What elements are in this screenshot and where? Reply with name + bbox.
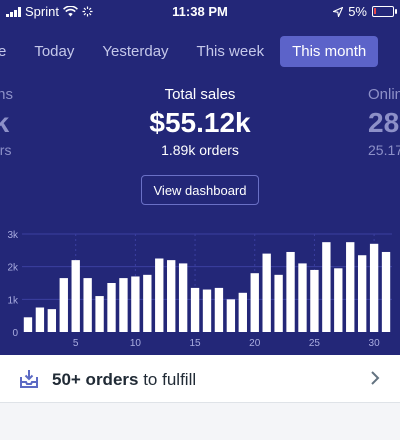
bar-day-7 bbox=[95, 296, 104, 332]
sessions-metric[interactable]: sions 6k sitors bbox=[0, 86, 13, 158]
status-bar: Sprint 11:38 PM 5% bbox=[0, 0, 400, 22]
battery-icon bbox=[372, 6, 397, 17]
x-tick-label: 20 bbox=[249, 338, 261, 349]
date-range-tabs: e Today Yesterday This week This month bbox=[0, 35, 382, 67]
x-tick-label: 5 bbox=[73, 338, 79, 349]
carrier-name: Sprint bbox=[25, 4, 59, 19]
bar-day-15 bbox=[190, 287, 200, 332]
bar-day-16 bbox=[202, 289, 212, 332]
bar-day-28 bbox=[346, 242, 355, 332]
bar-day-12 bbox=[155, 258, 164, 332]
x-tick-label: 25 bbox=[309, 338, 321, 349]
bar-day-4 bbox=[59, 278, 68, 332]
online-sub: 25.17 bbox=[368, 142, 400, 158]
inbox-download-icon bbox=[20, 370, 38, 388]
bar-day-30 bbox=[369, 243, 379, 332]
y-tick-label: 3k bbox=[7, 230, 19, 241]
online-label: Onlin bbox=[368, 86, 400, 103]
view-dashboard-button[interactable]: View dashboard bbox=[141, 175, 259, 205]
bar-day-24 bbox=[298, 263, 307, 332]
bar-day-10 bbox=[131, 276, 140, 332]
bar-day-11 bbox=[143, 274, 152, 332]
bar-day-23 bbox=[286, 251, 295, 332]
fulfill-text: 50+ orders to fulfill bbox=[52, 370, 196, 390]
x-tick-label: 30 bbox=[369, 338, 381, 349]
bar-day-26 bbox=[322, 242, 331, 332]
bar-day-19 bbox=[238, 292, 247, 332]
bar-day-5 bbox=[71, 260, 80, 332]
bar-day-29 bbox=[357, 255, 367, 332]
sessions-label: sions bbox=[0, 86, 14, 103]
bar-day-2 bbox=[35, 307, 45, 332]
bar-day-13 bbox=[167, 260, 176, 332]
x-tick-label: 10 bbox=[130, 338, 142, 349]
chevron-right-icon bbox=[371, 371, 380, 385]
bar-day-20 bbox=[250, 273, 259, 332]
signal-icon bbox=[6, 6, 21, 17]
sales-overview-panel: Sprint 11:38 PM 5% e Today Yesterday Thi… bbox=[0, 0, 400, 355]
bar-day-9 bbox=[119, 278, 128, 332]
battery-percent: 5% bbox=[348, 4, 367, 19]
y-tick-label: 0 bbox=[12, 328, 18, 339]
total-sales-label: Total sales bbox=[164, 86, 236, 103]
tab-yesterday[interactable]: Yesterday bbox=[102, 42, 169, 60]
sessions-sub: sitors bbox=[0, 142, 12, 158]
sessions-value: 6k bbox=[0, 107, 10, 138]
tab-partial[interactable]: e bbox=[0, 42, 7, 60]
bar-day-3 bbox=[47, 309, 57, 332]
total-sales-metric: Total sales $55.12k 1.89k orders bbox=[0, 86, 400, 158]
status-time: 11:38 PM bbox=[172, 4, 228, 19]
sales-bar-chart: 0 1k 2k 3k 5 10 15 20 25 30 bbox=[7, 230, 392, 349]
tab-this-month[interactable]: This month bbox=[280, 35, 379, 67]
fulfill-count: 50+ orders bbox=[52, 370, 139, 389]
bar-day-1 bbox=[23, 317, 33, 332]
y-tick-label: 1k bbox=[7, 295, 19, 306]
bar-day-25 bbox=[310, 269, 319, 332]
online-value: 28 bbox=[368, 107, 400, 138]
x-tick-label: 15 bbox=[190, 338, 202, 349]
total-sales-value: $55.12k bbox=[149, 107, 251, 138]
online-metric[interactable]: Onlin 28 25.17 bbox=[368, 86, 400, 158]
bar-day-31 bbox=[381, 251, 391, 332]
fulfill-suffix: to fulfill bbox=[138, 370, 197, 389]
bar-day-18 bbox=[226, 299, 236, 332]
orders-to-fulfill-row[interactable]: 50+ orders to fulfill bbox=[0, 355, 400, 403]
wifi-icon bbox=[62, 6, 78, 17]
location-arrow-icon bbox=[333, 6, 344, 17]
bar-day-6 bbox=[83, 278, 92, 332]
bar-day-8 bbox=[107, 283, 116, 332]
orders-count: 1.89k orders bbox=[161, 142, 239, 158]
bar-day-17 bbox=[214, 287, 224, 332]
activity-spinner-icon bbox=[82, 6, 93, 17]
tab-this-week[interactable]: This week bbox=[196, 42, 265, 60]
bar-day-22 bbox=[274, 274, 283, 332]
bar-day-27 bbox=[334, 268, 343, 332]
tab-today[interactable]: Today bbox=[34, 42, 75, 60]
status-right: 5% bbox=[333, 4, 397, 19]
y-tick-label: 2k bbox=[7, 263, 19, 274]
bar-day-21 bbox=[262, 253, 271, 332]
bar-day-14 bbox=[178, 263, 188, 332]
status-left: Sprint bbox=[6, 4, 93, 19]
